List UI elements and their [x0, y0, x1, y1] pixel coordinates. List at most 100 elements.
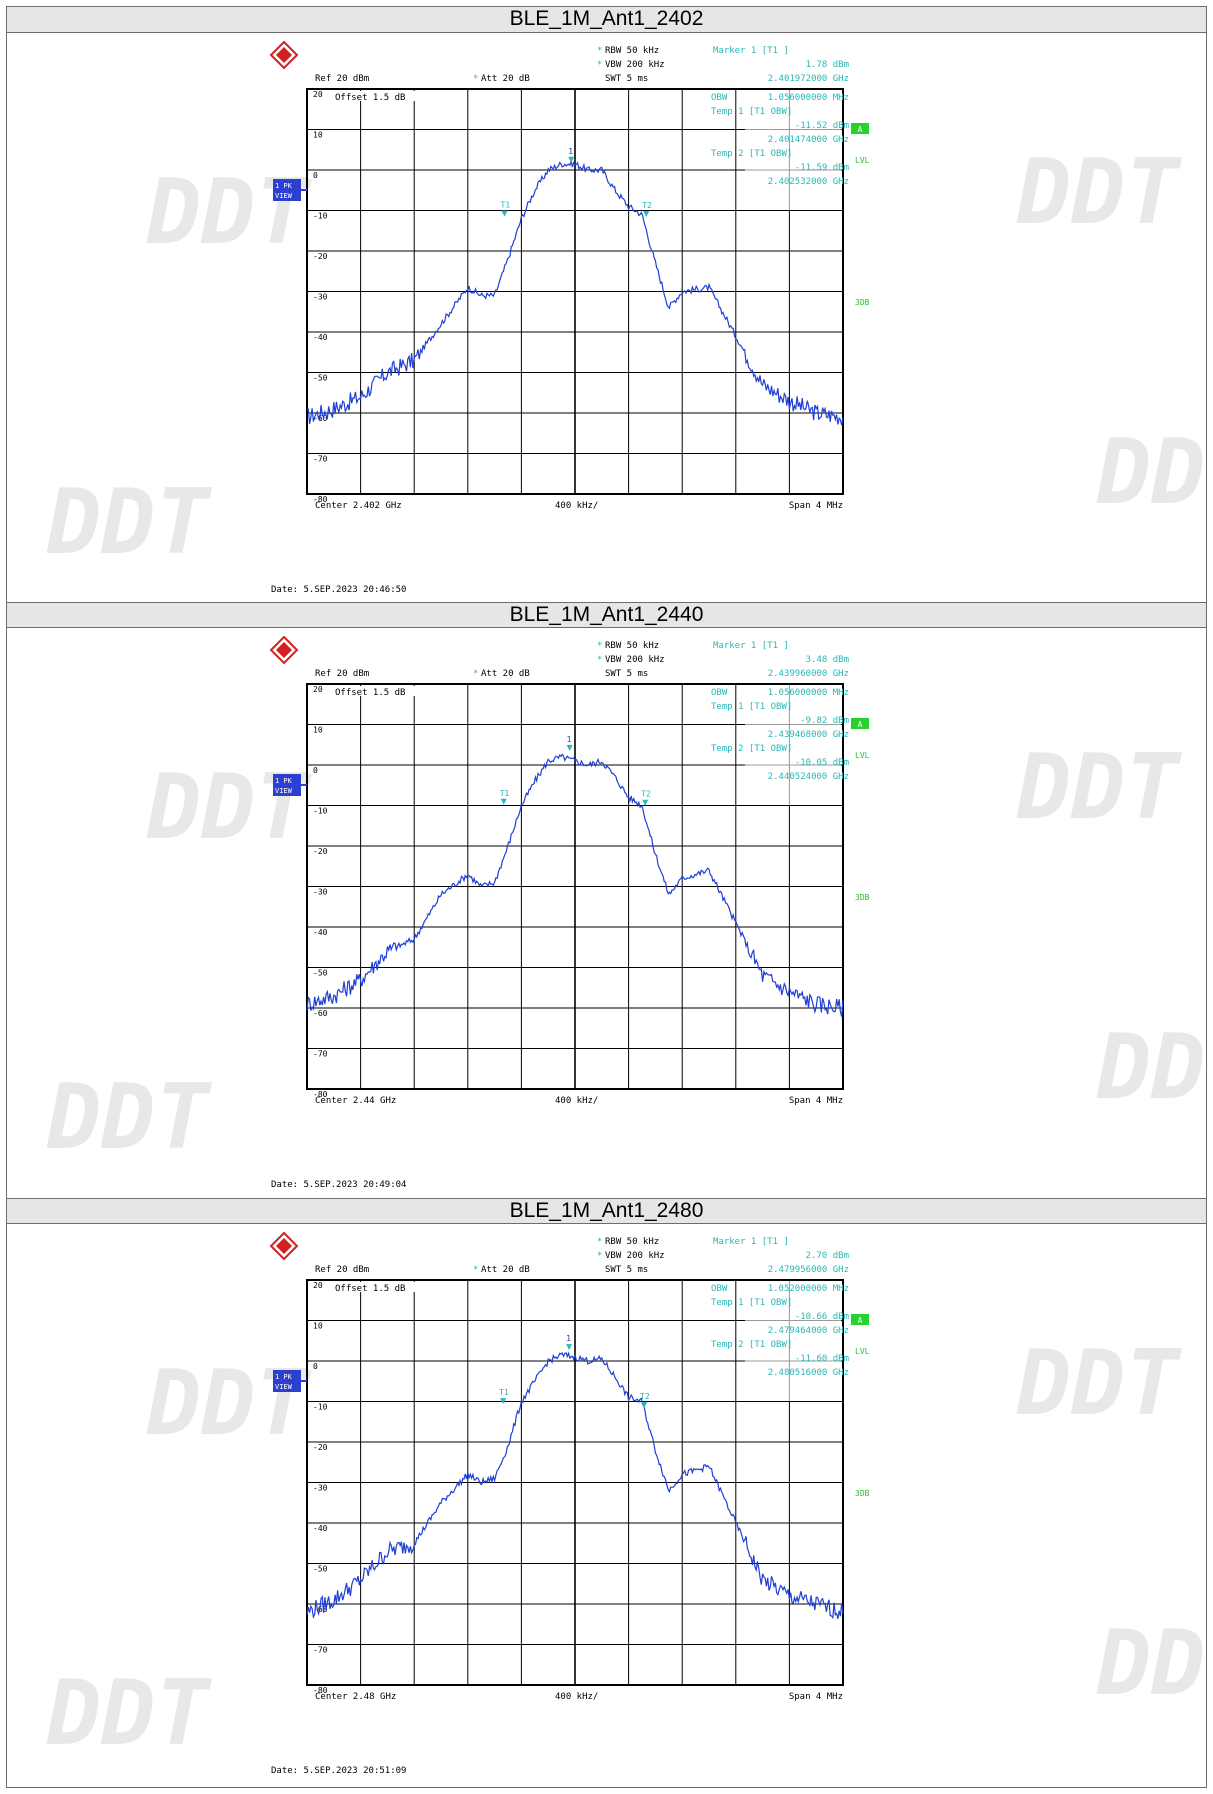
a-badge: A: [858, 720, 863, 729]
marker-level: 3.48 dBm: [806, 655, 849, 665]
watermark-logo: DDT: [146, 160, 312, 265]
plot-frame: [306, 1279, 844, 1686]
y-tick-label: -50: [313, 374, 328, 383]
watermark-logo: DDT: [1096, 1611, 1206, 1716]
offset-bg: [329, 1282, 429, 1292]
lvl-label: LVL: [855, 1347, 870, 1356]
watermark-logo: DDT: [46, 1661, 212, 1766]
rs-logo-icon: [269, 635, 299, 665]
marker-triangle: [501, 210, 508, 217]
y-tick-bg: [308, 171, 316, 179]
y-tick-bg: [308, 454, 327, 463]
marker-freq: 2.439960000 GHz: [768, 669, 849, 679]
results-table: BLE_1M_Ant1_2402 DDTDDTDDTDDT*RBW 50 kHz…: [6, 6, 1207, 1788]
y-tick-bg: [308, 1362, 316, 1370]
lvl-label: LVL: [855, 751, 870, 760]
obw-value: 1.056000000 MHz: [768, 93, 849, 103]
temp2-freq: 2.480516000 GHz: [768, 1368, 849, 1378]
view-button-bg: [273, 1370, 301, 1392]
center-label: Center 2.44 GHz: [315, 1096, 396, 1106]
temp1-label: Temp 1 [T1 OBW]: [711, 1298, 792, 1308]
rbw-label: RBW 50 kHz: [605, 641, 659, 651]
vbw-label: VBW 200 kHz: [605, 655, 665, 665]
y-tick-label: -10: [313, 212, 328, 221]
y-tick-label: 0: [313, 766, 318, 775]
y-tick-label: -80: [313, 495, 328, 504]
ref-label: Ref 20 dBm: [315, 669, 369, 679]
rs-logo-diamond: [269, 1231, 299, 1261]
rbw-label: RBW 50 kHz: [605, 1237, 659, 1247]
marker-tag: 1: [567, 735, 572, 744]
y-tick-bg: [308, 495, 327, 503]
obw-label: OBW: [711, 93, 728, 103]
vbw-star: *: [597, 1251, 602, 1261]
div-label: 400 kHz/: [555, 1096, 598, 1106]
rs-logo-inner: [276, 1238, 292, 1254]
y-tick-bg: [308, 373, 327, 382]
y-tick-label: -60: [313, 1009, 328, 1018]
y-tick-label: -50: [313, 1565, 328, 1574]
y-tick-label: -20: [313, 1443, 328, 1452]
marker-level: 2.70 dBm: [806, 1251, 849, 1261]
plot-frame: [306, 88, 844, 495]
y-tick-label: -30: [313, 293, 328, 302]
y-tick-label: -30: [313, 888, 328, 897]
date-label: Date: 5.SEP.2023 20:51:09: [271, 1766, 406, 1776]
temp1-freq: 2.439468000 GHz: [768, 730, 849, 740]
y-tick-bg: [308, 1524, 327, 1532]
marker-tag: T2: [640, 1392, 650, 1401]
temp1-freq: 2.401474000 GHz: [768, 135, 849, 145]
date-label: Date: 5.SEP.2023 20:49:04: [271, 1180, 406, 1190]
y-tick-bg: [308, 928, 327, 936]
y-tick-label: 10: [313, 1322, 323, 1331]
y-tick-bg: [308, 414, 327, 422]
rs-logo-inner: [276, 642, 292, 658]
a-badge-bg: [851, 1314, 869, 1325]
marker-tag: T1: [501, 201, 511, 210]
y-tick-label: -70: [313, 1646, 328, 1655]
vbw-star: *: [597, 655, 602, 665]
y-tick-label: -20: [313, 252, 328, 261]
marker-tag: T2: [642, 201, 652, 210]
rs-logo-inner: [276, 47, 292, 63]
y-tick-label: -40: [313, 1524, 328, 1533]
rs-logo-icon: [269, 40, 299, 70]
watermark-logo: DDT: [1096, 420, 1206, 525]
span-label: Span 4 MHz: [789, 1096, 843, 1106]
marker-triangle: [643, 210, 650, 217]
y-tick-bg: [308, 1483, 327, 1492]
div-label: 400 kHz/: [555, 1692, 598, 1702]
y-tick-bg: [308, 847, 327, 855]
marker-tag: 1: [566, 1334, 571, 1343]
y-tick-label: 10: [313, 131, 323, 140]
y-tick-bg: [308, 1281, 321, 1289]
y-tick-label: -10: [313, 1403, 328, 1412]
y-tick-bg: [308, 90, 321, 98]
y-tick-bg: [308, 252, 327, 260]
temp1-level: -11.52 dBm: [795, 121, 849, 131]
temp1-freq: 2.479464000 GHz: [768, 1326, 849, 1336]
marker-triangle: [641, 1401, 648, 1408]
y-tick-bg: [308, 806, 327, 815]
panel-title: BLE_1M_Ant1_2402: [7, 7, 1206, 33]
panel-1: BLE_1M_Ant1_2402 DDTDDTDDTDDT*RBW 50 kHz…: [7, 7, 1206, 608]
db3-label: 3DB: [855, 1489, 870, 1498]
temp2-level: -10.05 dBm: [795, 758, 849, 768]
att-star: *: [473, 74, 478, 84]
y-tick-bg: [308, 130, 321, 139]
watermark-logo: DDT: [146, 755, 312, 860]
temp1-label: Temp 1 [T1 OBW]: [711, 702, 792, 712]
y-tick-bg: [308, 333, 327, 341]
marker-freq: 2.401972000 GHz: [768, 74, 849, 84]
y-tick-bg: [308, 1686, 327, 1694]
rbw-star: *: [597, 1237, 602, 1247]
y-tick-bg: [308, 211, 327, 220]
marker-tag: 1: [568, 147, 573, 156]
span-label: Span 4 MHz: [789, 501, 843, 511]
marker-tag: T1: [499, 1388, 509, 1397]
div-label: 400 kHz/: [555, 501, 598, 511]
y-tick-label: 0: [313, 1362, 318, 1371]
